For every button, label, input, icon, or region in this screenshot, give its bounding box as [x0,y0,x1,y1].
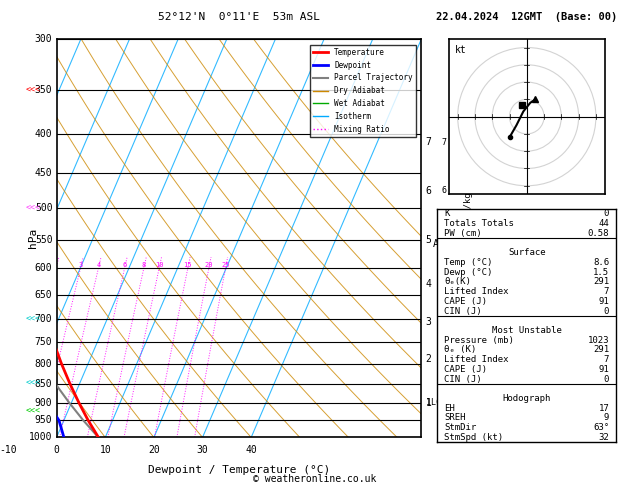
Text: Most Unstable: Most Unstable [492,326,562,335]
Text: 4: 4 [426,279,431,290]
Text: 91: 91 [599,297,610,306]
Text: 10: 10 [155,262,164,268]
Text: hPa: hPa [28,228,38,248]
Text: 3: 3 [426,317,431,327]
Text: Pressure (mb): Pressure (mb) [444,336,514,345]
Text: Lifted Index: Lifted Index [444,355,509,364]
Text: Surface: Surface [508,248,545,257]
Text: 4: 4 [442,280,447,289]
Text: 350: 350 [35,85,52,95]
Text: 91: 91 [599,365,610,374]
Text: StmSpd (kt): StmSpd (kt) [444,433,503,442]
Text: 8: 8 [142,262,146,268]
Text: 750: 750 [35,337,52,347]
Text: 550: 550 [35,235,52,244]
Text: <<<: <<< [26,204,41,212]
Text: 0: 0 [53,445,60,455]
Text: EH: EH [444,404,455,413]
Text: 7: 7 [604,355,610,364]
Text: 30: 30 [197,445,208,455]
Text: 7: 7 [426,137,431,147]
Text: 63°: 63° [593,423,610,432]
Text: 15: 15 [184,262,192,268]
Text: 1.5: 1.5 [593,268,610,277]
Text: 1LCL: 1LCL [426,398,445,407]
Text: Hodograph: Hodograph [503,394,551,403]
Text: 0: 0 [604,307,610,315]
Text: 700: 700 [35,314,52,324]
Text: 40: 40 [245,445,257,455]
Text: CIN (J): CIN (J) [444,307,482,315]
Text: 17: 17 [599,404,610,413]
Text: © weatheronline.co.uk: © weatheronline.co.uk [253,473,376,484]
Text: 850: 850 [35,379,52,389]
Legend: Temperature, Dewpoint, Parcel Trajectory, Dry Adiabat, Wet Adiabat, Isotherm, Mi: Temperature, Dewpoint, Parcel Trajectory… [309,45,416,137]
Text: Dewp (°C): Dewp (°C) [444,268,493,277]
Text: SREH: SREH [444,414,466,422]
Text: <<<: <<< [26,315,41,324]
Text: km
ASL: km ASL [433,227,450,249]
Text: θₑ (K): θₑ (K) [444,346,477,354]
Text: 2: 2 [442,355,447,364]
Text: <<<: <<< [26,379,41,388]
Text: CIN (J): CIN (J) [444,375,482,383]
Text: 20: 20 [204,262,213,268]
Text: 5: 5 [426,235,431,244]
Text: 44: 44 [599,219,610,228]
Text: 32: 32 [599,433,610,442]
Text: kt: kt [455,45,467,55]
Text: 800: 800 [35,359,52,368]
Text: <<<: <<< [26,86,41,94]
Text: 9: 9 [604,414,610,422]
Text: 650: 650 [35,290,52,300]
Text: 300: 300 [35,34,52,44]
Text: -10: -10 [0,445,17,455]
Text: 500: 500 [35,203,52,213]
Text: 950: 950 [35,416,52,425]
Text: Temp (°C): Temp (°C) [444,258,493,267]
Text: Lifted Index: Lifted Index [444,287,509,296]
Text: 3: 3 [79,262,82,268]
Text: CAPE (J): CAPE (J) [444,365,487,374]
Text: 600: 600 [35,263,52,273]
Text: 4: 4 [96,262,101,268]
Text: 6: 6 [442,187,447,195]
Text: K: K [444,209,450,218]
Text: 450: 450 [35,168,52,178]
Text: 22.04.2024  12GMT  (Base: 00): 22.04.2024 12GMT (Base: 00) [436,12,618,22]
Text: 291: 291 [593,278,610,286]
Text: 52°12'N  0°11'E  53m ASL: 52°12'N 0°11'E 53m ASL [158,12,320,22]
Text: 2: 2 [426,354,431,364]
Text: θₑ(K): θₑ(K) [444,278,471,286]
Text: 6: 6 [123,262,126,268]
Text: 291: 291 [593,346,610,354]
Text: 900: 900 [35,398,52,408]
Text: 10: 10 [99,445,111,455]
Text: 7: 7 [442,138,447,147]
Text: 25: 25 [221,262,230,268]
Text: 400: 400 [35,129,52,139]
Text: 20: 20 [148,445,160,455]
Text: <<<: <<< [26,407,41,416]
Text: 0.58: 0.58 [587,229,610,238]
Text: CAPE (J): CAPE (J) [444,297,487,306]
Text: 5: 5 [442,235,447,244]
Text: 0: 0 [604,375,610,383]
Text: Mixing Ratio (g/kg): Mixing Ratio (g/kg) [464,187,474,289]
Text: 1000: 1000 [29,433,52,442]
Text: 6: 6 [426,186,431,196]
Text: PW (cm): PW (cm) [444,229,482,238]
Text: 1: 1 [426,398,431,408]
Text: Dewpoint / Temperature (°C): Dewpoint / Temperature (°C) [148,465,330,475]
Text: Totals Totals: Totals Totals [444,219,514,228]
Text: 7: 7 [604,287,610,296]
Text: 1023: 1023 [587,336,610,345]
Text: 8.6: 8.6 [593,258,610,267]
Text: 3: 3 [442,317,447,326]
Text: StmDir: StmDir [444,423,477,432]
Text: 1: 1 [442,398,447,407]
Text: 0: 0 [604,209,610,218]
